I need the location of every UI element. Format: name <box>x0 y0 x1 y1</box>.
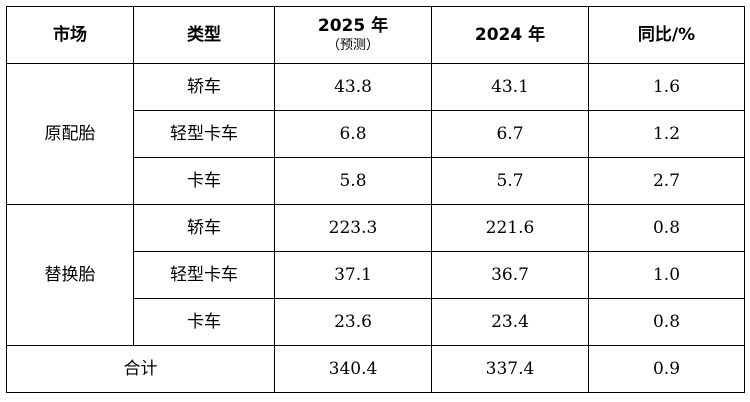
market-cell-oe: 原配胎 <box>6 63 134 205</box>
value-2024-cell: 6.7 <box>431 110 589 158</box>
header-type: 类型 <box>133 6 275 64</box>
total-row: 合计 340.4 337.4 0.9 <box>6 345 745 393</box>
header-2024: 2024 年 <box>431 6 589 64</box>
page-bottom-strip <box>0 396 750 402</box>
tire-market-table: 市场 类型 2025 年 （预测） 2024 年 同比/% 原配胎 轿车 43.… <box>6 6 745 393</box>
type-cell: 轿车 <box>133 204 275 252</box>
table-row: 卡车 23.6 23.4 0.8 <box>7 298 745 346</box>
value-2025-cell: 6.8 <box>274 110 432 158</box>
value-2025-cell: 5.8 <box>274 157 432 205</box>
header-2025-label: 2025 年 <box>317 16 389 36</box>
value-2024-cell: 23.4 <box>431 298 589 346</box>
value-2024-cell: 5.7 <box>431 157 589 205</box>
header-market: 市场 <box>6 6 134 64</box>
table-row: 轻型卡车 6.8 6.7 1.2 <box>7 110 745 158</box>
header-2025-note: （预测） <box>326 38 379 53</box>
total-2024: 337.4 <box>431 345 589 393</box>
type-cell: 轻型卡车 <box>133 251 275 299</box>
header-row: 市场 类型 2025 年 （预测） 2024 年 同比/% <box>6 6 745 64</box>
table-row: 原配胎 轿车 43.8 43.1 1.6 <box>6 63 745 205</box>
value-2024-cell: 36.7 <box>431 251 589 299</box>
table-row: 替换胎 轿车 223.3 221.6 0.8 <box>6 204 745 346</box>
yoy-cell: 0.8 <box>588 204 745 252</box>
value-2025-cell: 43.8 <box>274 63 432 111</box>
total-label: 合计 <box>6 345 275 393</box>
header-2025: 2025 年 （预测） <box>274 6 432 64</box>
type-cell: 轻型卡车 <box>133 110 275 158</box>
type-cell: 轿车 <box>133 63 275 111</box>
header-yoy: 同比/% <box>588 6 745 64</box>
yoy-cell: 1.2 <box>588 110 745 158</box>
yoy-cell: 0.8 <box>588 298 745 346</box>
type-cell: 卡车 <box>133 298 275 346</box>
total-yoy: 0.9 <box>588 345 745 393</box>
value-2025-cell: 37.1 <box>274 251 432 299</box>
value-2025-cell: 23.6 <box>274 298 432 346</box>
yoy-cell: 1.6 <box>588 63 745 111</box>
value-2024-cell: 221.6 <box>431 204 589 252</box>
type-cell: 卡车 <box>133 157 275 205</box>
table-row: 轻型卡车 37.1 36.7 1.0 <box>7 251 745 299</box>
market-cell-replacement: 替换胎 <box>6 204 134 346</box>
total-2025: 340.4 <box>274 345 432 393</box>
table-row: 卡车 5.8 5.7 2.7 <box>7 157 745 205</box>
yoy-cell: 1.0 <box>588 251 745 299</box>
yoy-cell: 2.7 <box>588 157 745 205</box>
value-2024-cell: 43.1 <box>431 63 589 111</box>
value-2025-cell: 223.3 <box>274 204 432 252</box>
